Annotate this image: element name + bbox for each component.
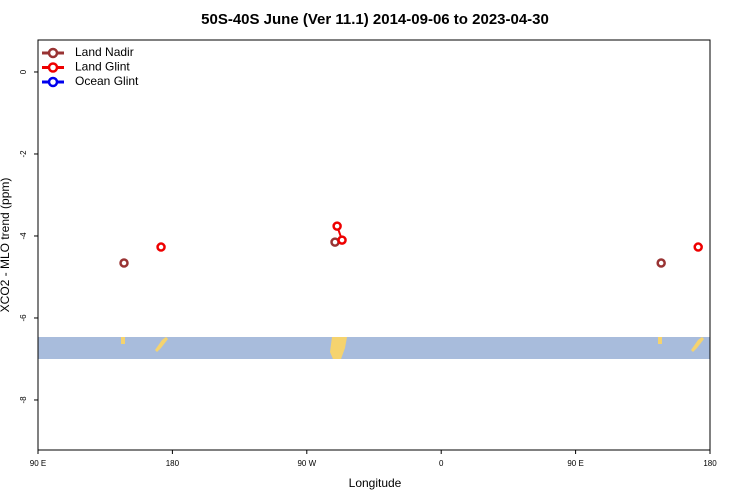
x-tick-label: 180 xyxy=(703,459,717,468)
legend-marker xyxy=(47,76,59,88)
legend-label: Land Glint xyxy=(75,60,130,74)
x-tick-label: 90 E xyxy=(30,459,46,468)
x-tick-label: 0 xyxy=(439,459,444,468)
y-axis-label: XCO2 - MLO trend (ppm) xyxy=(0,178,12,313)
point xyxy=(693,242,703,252)
point xyxy=(119,258,129,268)
y-tick-label: -4 xyxy=(19,232,28,240)
y-tick-label: -6 xyxy=(19,314,28,322)
legend-marker xyxy=(47,47,59,59)
chart-title: 50S-40S June (Ver 11.1) 2014-09-06 to 20… xyxy=(201,11,549,28)
x-axis-label: Longitude xyxy=(349,476,402,490)
y-tick-label: 0 xyxy=(19,69,28,74)
y-tick-label: -8 xyxy=(19,396,28,404)
x-tick-label: 180 xyxy=(166,459,180,468)
point xyxy=(156,242,166,252)
point xyxy=(332,221,342,231)
x-tick-label: 90 W xyxy=(297,459,316,468)
plot-frame xyxy=(37,39,711,451)
y-tick-label: -2 xyxy=(19,150,28,158)
map-strip xyxy=(38,337,710,359)
point xyxy=(656,258,666,268)
point xyxy=(337,235,347,245)
legend-label: Land Nadir xyxy=(75,45,134,59)
legend-marker xyxy=(47,62,59,73)
x-tick-label: 90 E xyxy=(567,459,583,468)
legend-label: Ocean Glint xyxy=(75,74,139,88)
